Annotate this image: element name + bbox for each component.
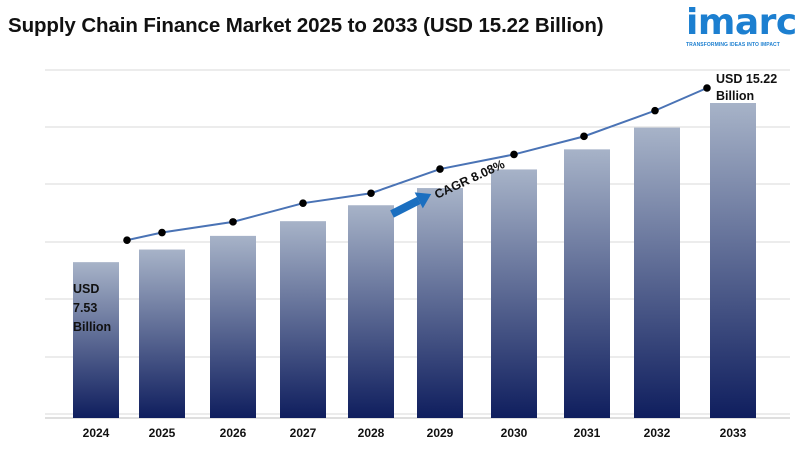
tick-label-2025: 2025: [149, 426, 176, 440]
logo-wordmark: imarc: [686, 2, 797, 43]
trend-point-2029: [436, 165, 444, 173]
tick-label-2032: 2032: [644, 426, 671, 440]
bar-2027: [280, 221, 326, 418]
logo-tagline: TRANSFORMING IDEAS INTO IMPACT: [686, 42, 780, 48]
start-value-label: USD: [73, 282, 99, 296]
trend-line: [123, 84, 711, 244]
bar-2029: [417, 188, 463, 418]
tick-label-2026: 2026: [220, 426, 247, 440]
bar-2025: [139, 249, 185, 418]
trend-point-2028: [367, 189, 375, 198]
bar-2030: [491, 169, 537, 418]
end-value-label: USD 15.22: [716, 72, 777, 86]
bars: [73, 103, 756, 418]
bar-2028: [348, 205, 394, 418]
start-value-label: 7.53: [73, 301, 97, 315]
arrow-head: [414, 192, 432, 209]
arrow-shaft: [390, 196, 421, 218]
bar-2032: [634, 127, 680, 418]
tick-label-2029: 2029: [427, 426, 454, 440]
start-value-label: Billion: [73, 320, 111, 334]
tick-label-2031: 2031: [574, 426, 601, 440]
imarc-logo: imarc TRANSFORMING IDEAS INTO IMPACT: [686, 2, 797, 52]
trend-polyline: [126, 87, 708, 242]
tick-label-2024: 2024: [83, 426, 110, 440]
trend-point-2032: [651, 106, 659, 115]
trend-point-2024: [123, 236, 131, 244]
bar-2033: [710, 103, 756, 418]
tick-label-2033: 2033: [720, 426, 747, 440]
tick-label-2027: 2027: [290, 426, 317, 440]
end-value-label: Billion: [716, 89, 754, 103]
trend-point-2031: [580, 132, 588, 141]
chart-title: Supply Chain Finance Market 2025 to 2033…: [8, 14, 604, 37]
trend-point-2030: [510, 150, 518, 159]
trend-point-2025: [158, 228, 166, 237]
trend-point-2026: [229, 218, 237, 226]
x-tick-labels: 2024 2025 2026 2027 2028 2029 2030 2031 2032 2033: [83, 426, 747, 440]
tick-label-2030: 2030: [501, 426, 528, 440]
bar-2031: [564, 149, 610, 418]
trend-point-2027: [299, 199, 307, 207]
bar-2026: [210, 235, 256, 418]
bar-2024: [73, 262, 119, 418]
tick-label-2028: 2028: [358, 426, 385, 440]
cagr-arrow-icon: [390, 192, 432, 218]
trend-point-2033: [703, 84, 711, 92]
